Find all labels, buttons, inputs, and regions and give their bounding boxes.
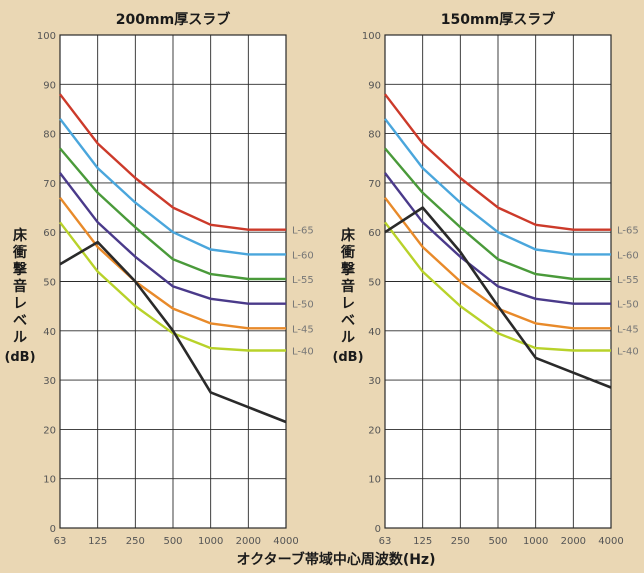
series-line-l-65 <box>59 93 286 231</box>
series-line-l-50 <box>59 172 286 305</box>
series-line-measured <box>384 206 612 389</box>
y-tick-label: 20 <box>368 425 381 436</box>
series-line-l-50 <box>384 172 611 305</box>
chart-title: 200mm厚スラブ <box>116 11 230 28</box>
y-tick-label: 40 <box>43 327 56 338</box>
y-tick-label: 100 <box>362 31 381 42</box>
y-tick-label: 0 <box>50 524 56 535</box>
x-tick-label: 250 <box>126 536 145 547</box>
x-tick-label: 125 <box>88 536 107 547</box>
y-label-char: 音 <box>341 278 355 295</box>
series-line-l-55 <box>384 147 611 281</box>
x-tick-label: 4000 <box>598 536 623 547</box>
chart-left: 200mm厚スラブ 0 10 20 30 40 50 60 70 80 90 100 63 125 250 5… <box>37 11 314 547</box>
y-label-char: 撃 <box>341 261 355 278</box>
y-label-char: 音 <box>13 278 27 295</box>
y-tick-label: 70 <box>368 179 381 190</box>
series-label: L-55 <box>617 275 639 286</box>
x-tick-label: 1000 <box>523 536 548 547</box>
series-label: L-45 <box>292 324 314 335</box>
y-label-char: ベ <box>13 313 27 329</box>
y-tick-label: 90 <box>43 80 56 91</box>
y-tick-label: 30 <box>43 376 56 387</box>
series-line-l-40 <box>384 221 611 352</box>
y-tick-label: 70 <box>43 179 56 190</box>
y-tick-label: 0 <box>375 524 381 535</box>
series-line-measured <box>59 240 287 424</box>
y-tick-label: 10 <box>368 475 381 486</box>
chart-right: 150mm厚スラブ 0 10 20 30 40 50 60 70 80 90 100 63 125 250 5… <box>362 11 639 547</box>
y-label-char: 撃 <box>13 261 27 278</box>
series-label: L-65 <box>292 226 314 237</box>
series-line-l-45 <box>59 196 286 330</box>
x-tick-label: 2000 <box>236 536 261 547</box>
chart-title: 150mm厚スラブ <box>441 11 555 28</box>
x-axis-label: オクターブ帯域中心周波数(Hz) <box>237 551 436 568</box>
series-line-l-60 <box>59 118 286 256</box>
x-tick-label: 63 <box>54 536 67 547</box>
series-label: L-45 <box>617 324 639 335</box>
y-tick-label: 50 <box>43 278 56 289</box>
y-tick-label: 40 <box>368 327 381 338</box>
series-line-l-45 <box>384 196 611 330</box>
plot-frame <box>384 34 612 529</box>
y-tick-label: 10 <box>43 475 56 486</box>
x-tick-label: 500 <box>488 536 507 547</box>
y-tick-label: 60 <box>43 228 56 239</box>
y-tick-label: 60 <box>368 228 381 239</box>
series-label: L-50 <box>617 300 639 311</box>
y-tick-label: 20 <box>43 425 56 436</box>
y-tick-label: 100 <box>37 31 56 42</box>
series-label: L-55 <box>292 275 314 286</box>
y-label-char: レ <box>13 296 27 312</box>
y-label-char: 床 <box>13 227 28 244</box>
series-label: L-60 <box>292 250 314 261</box>
x-tick-label: 250 <box>451 536 470 547</box>
y-label-char: ベ <box>341 313 355 329</box>
series-label: L-40 <box>617 347 639 358</box>
x-tick-label: 125 <box>413 536 432 547</box>
y-tick-label: 90 <box>368 80 381 91</box>
y-label-char: 衝 <box>12 244 27 261</box>
series-line-l-60 <box>384 118 611 256</box>
x-tick-label: 1000 <box>198 536 223 547</box>
series-label: L-60 <box>617 250 639 261</box>
y-label-char: ル <box>341 330 355 346</box>
series-label: L-40 <box>292 347 314 358</box>
y-label-unit: (dB) <box>332 350 363 365</box>
series-line-l-40 <box>59 221 286 352</box>
x-tick-label: 4000 <box>273 536 298 547</box>
series-line-l-65 <box>384 93 611 231</box>
y-label-char: 衝 <box>340 244 355 261</box>
y-label-char: ル <box>13 330 27 346</box>
y-label-char: レ <box>341 296 355 312</box>
y-tick-label: 30 <box>368 376 381 387</box>
x-tick-label: 63 <box>379 536 392 547</box>
plot-frame <box>59 34 287 529</box>
y-tick-label: 80 <box>368 130 381 141</box>
y-label-char: 床 <box>341 227 356 244</box>
y-tick-label: 50 <box>368 278 381 289</box>
x-tick-label: 500 <box>163 536 182 547</box>
x-tick-label: 2000 <box>561 536 586 547</box>
y-tick-label: 80 <box>43 130 56 141</box>
y-label-unit: (dB) <box>4 350 35 365</box>
series-label: L-50 <box>292 300 314 311</box>
series-label: L-65 <box>617 226 639 237</box>
series-line-l-55 <box>59 147 286 281</box>
